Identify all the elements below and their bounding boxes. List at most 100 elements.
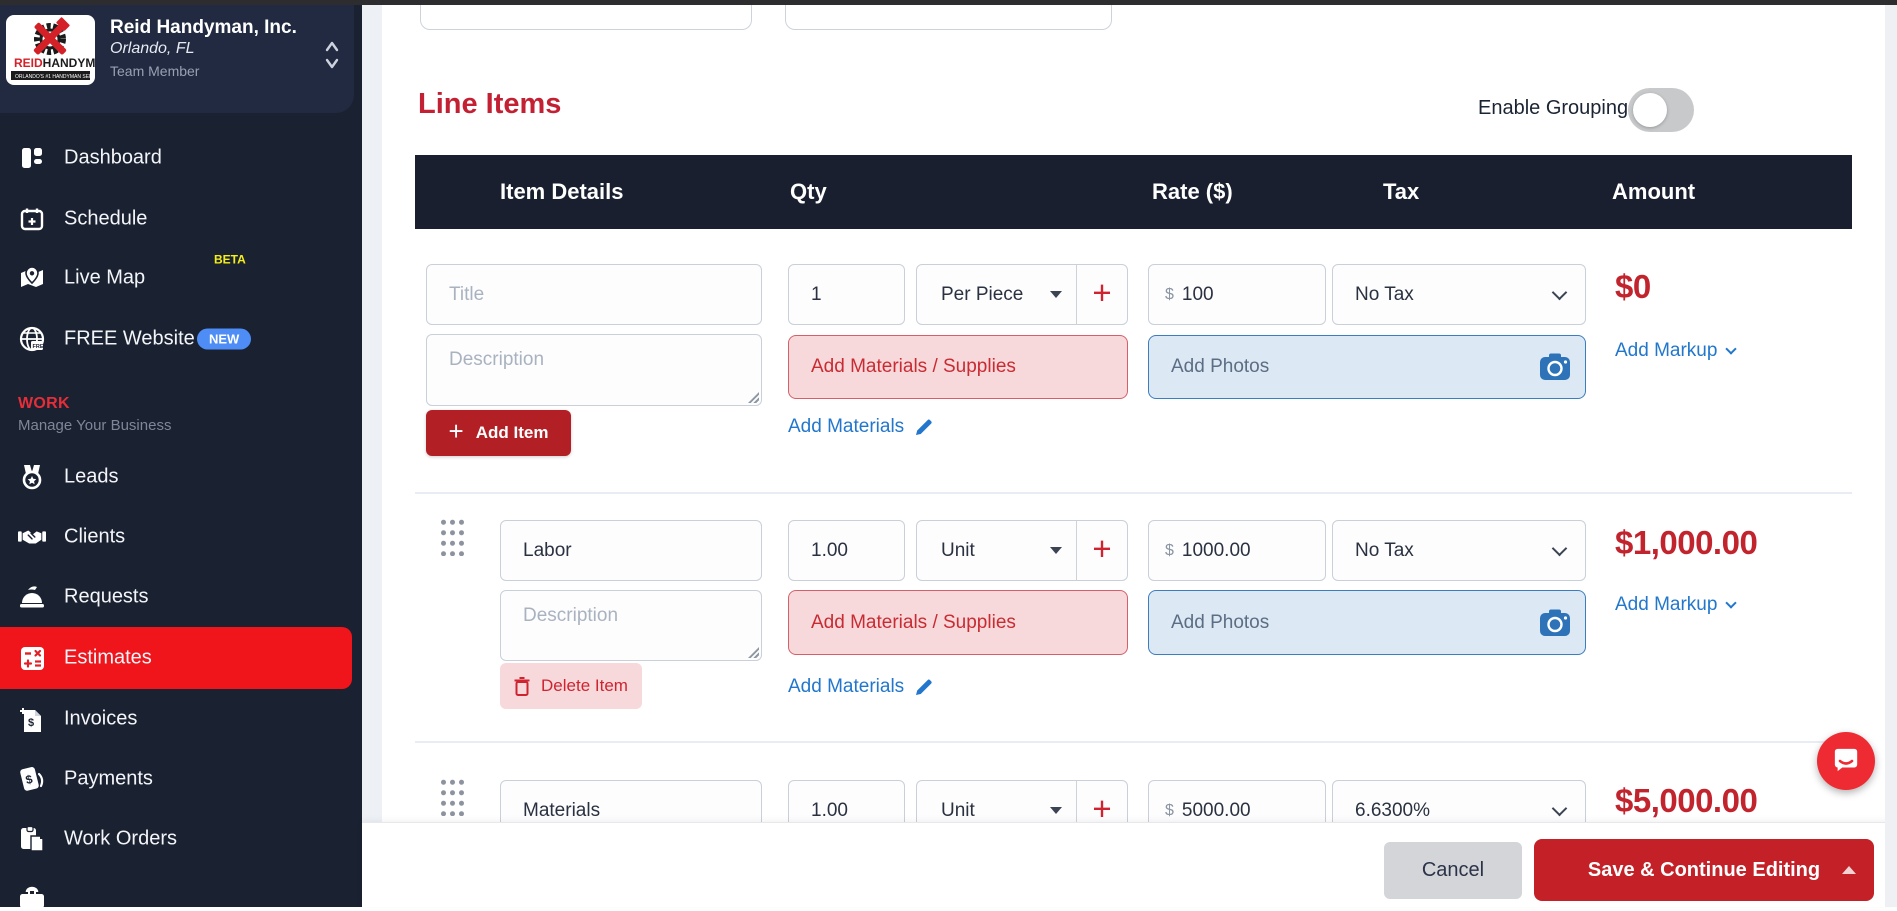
sidebar-item-label: Dashboard (64, 146, 162, 169)
add-unit-button[interactable]: + (1092, 529, 1112, 567)
sidebar-item-payments[interactable]: $ Payments (0, 755, 362, 803)
col-item-details: Item Details (500, 179, 624, 204)
plus-icon: + (448, 416, 464, 446)
footer-action-bar: Cancel Save & Continue Editing (362, 822, 1897, 907)
resize-grip-icon[interactable] (748, 647, 759, 658)
amount-row1: $0 (1615, 268, 1651, 305)
col-rate: Rate ($) (1152, 179, 1233, 204)
qty-input-row2[interactable] (788, 520, 905, 581)
truncated-field-2[interactable] (785, 5, 1112, 30)
dashboard-icon (18, 144, 46, 172)
sidebar-item-label: Work Orders (64, 827, 177, 850)
add-unit-button[interactable]: + (1092, 789, 1112, 827)
map-pin-icon (18, 264, 46, 292)
title-input-row1[interactable] (426, 264, 762, 325)
unit-select-row3[interactable]: Unit (917, 781, 1076, 840)
chevron-down-icon (1551, 800, 1568, 816)
tax-select-row2[interactable]: No Tax (1332, 520, 1586, 581)
truncated-field-1[interactable] (420, 5, 752, 30)
caret-down-icon (1050, 291, 1062, 298)
add-materials-supplies-button-row1[interactable]: Add Materials / Supplies (788, 335, 1128, 399)
new-badge: NEW (197, 328, 252, 350)
globe-icon: FREE (18, 325, 46, 353)
row-divider (415, 741, 1852, 743)
unit-select-group-row2: Unit + (916, 520, 1128, 581)
add-photos-button-row2[interactable]: Add Photos (1148, 590, 1586, 655)
chat-launcher-button[interactable] (1817, 732, 1875, 790)
col-qty: Qty (790, 179, 827, 204)
sidebar-item-partial[interactable] (0, 873, 362, 908)
save-continue-button[interactable]: Save & Continue Editing (1534, 839, 1874, 901)
service-bell-icon (18, 583, 46, 611)
payments-icon: $ (18, 765, 46, 793)
sidebar-item-label: FREE Website (64, 327, 195, 350)
tax-select-row1[interactable]: No Tax (1332, 264, 1586, 325)
resize-grip-icon[interactable] (748, 392, 759, 403)
row-divider (415, 492, 1852, 494)
sidebar-item-label: Payments (64, 767, 153, 790)
enable-grouping-toggle[interactable] (1628, 88, 1694, 132)
unit-select-row1[interactable]: Per Piece (917, 265, 1076, 324)
add-markup-link-row2[interactable]: Add Markup (1615, 594, 1738, 616)
unit-select-row2[interactable]: Unit (917, 521, 1076, 580)
caret-down-icon (1050, 807, 1062, 814)
add-materials-supplies-button-row2[interactable]: Add Materials / Supplies (788, 590, 1128, 655)
title-input-row2[interactable] (500, 520, 762, 581)
add-photos-button-row1[interactable]: Add Photos (1148, 335, 1586, 399)
sidebar-item-schedule[interactable]: Schedule (0, 195, 362, 243)
unit-select-group-row1: Per Piece + (916, 264, 1128, 325)
add-materials-link-row2[interactable]: Add Materials (788, 676, 933, 698)
calculator-icon (18, 644, 46, 672)
sidebar-item-invoices[interactable]: $ Invoices (0, 695, 362, 743)
sidebar-item-label: Requests (64, 585, 149, 608)
window-top-bar (0, 0, 1897, 5)
drag-handle-row2[interactable] (438, 516, 464, 556)
chat-bubble-icon (1834, 748, 1858, 772)
trash-icon (514, 676, 530, 696)
active-nav-highlight (0, 627, 352, 689)
company-logo: REIDHANDYMAN ORLANDO'S #1 HANDYMAN SERVI… (6, 15, 95, 85)
add-unit-button[interactable]: + (1092, 273, 1112, 311)
page-title: Line Items (418, 88, 562, 120)
caret-up-icon (1842, 866, 1856, 874)
clipboard-icon (18, 825, 46, 853)
drag-handle-row3[interactable] (438, 776, 464, 816)
sidebar-item-clients[interactable]: Clients (0, 513, 362, 561)
company-switcher-chevrons-icon[interactable] (324, 38, 340, 72)
add-markup-link-row1[interactable]: Add Markup (1615, 340, 1738, 362)
rate-input-row2[interactable]: $ (1148, 520, 1326, 581)
sidebar-item-free-website[interactable]: FREE FREE Website NEW (0, 315, 362, 363)
qty-input-row1[interactable] (788, 264, 905, 325)
currency-prefix: $ (1165, 285, 1174, 303)
briefcase-icon (18, 883, 46, 911)
sidebar-item-estimates[interactable]: Estimates (0, 634, 362, 682)
chevron-down-icon (1551, 540, 1568, 556)
sidebar-item-requests[interactable]: Requests (0, 573, 362, 621)
beta-badge: BETA (214, 252, 246, 267)
sidebar-item-live-map[interactable]: Live Map BETA (0, 252, 362, 302)
add-item-button[interactable]: + Add Item (426, 410, 571, 456)
svg-text:$: $ (24, 772, 34, 787)
svg-text:$: $ (28, 717, 34, 729)
work-section-title: WORK (18, 395, 70, 412)
sidebar-item-dashboard[interactable]: Dashboard (0, 134, 362, 182)
sidebar-item-leads[interactable]: Leads (0, 453, 362, 501)
description-input-row2[interactable] (500, 590, 762, 661)
currency-prefix: $ (1165, 541, 1174, 559)
scrollbar[interactable] (1885, 5, 1897, 907)
line-items-table-header: Item Details Qty Rate ($) Tax Amount (415, 155, 1852, 229)
rate-input-row1[interactable]: $ (1148, 264, 1326, 325)
pencil-icon (916, 679, 932, 695)
description-input-row1[interactable] (426, 334, 762, 406)
company-name: Reid Handyman, Inc. (110, 17, 297, 38)
delete-item-button-row2[interactable]: Delete Item (500, 663, 642, 709)
sidebar-item-label: Schedule (64, 207, 148, 230)
sidebar: REIDHANDYMAN ORLANDO'S #1 HANDYMAN SERVI… (0, 5, 362, 908)
add-materials-link-row1[interactable]: Add Materials (788, 416, 933, 438)
sidebar-item-label: Clients (64, 525, 126, 548)
sidebar-item-work-orders[interactable]: Work Orders (0, 815, 362, 863)
work-section-subtitle: Manage Your Business (18, 417, 172, 434)
cancel-button[interactable]: Cancel (1384, 842, 1522, 899)
company-header[interactable]: REIDHANDYMAN ORLANDO'S #1 HANDYMAN SERVI… (0, 5, 354, 113)
caret-down-icon (1050, 547, 1062, 554)
